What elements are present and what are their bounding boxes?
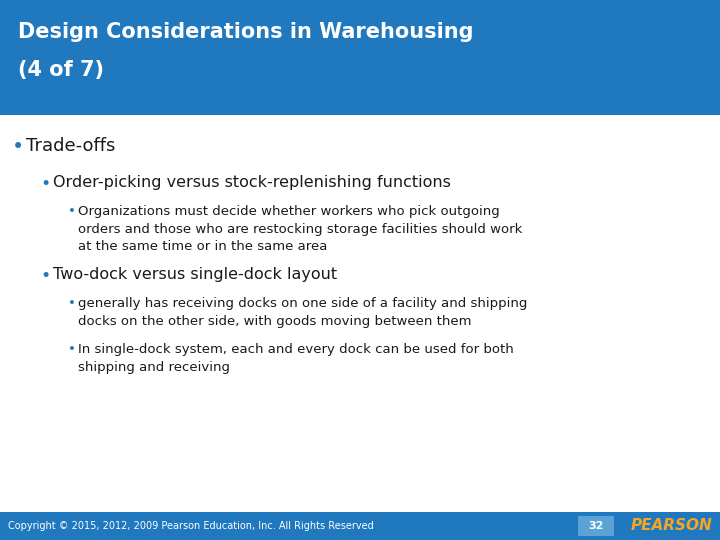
Bar — [578, 516, 614, 536]
Text: (4 of 7): (4 of 7) — [18, 60, 104, 80]
Text: •: • — [12, 137, 24, 157]
Text: •: • — [68, 343, 76, 356]
Text: PEARSON: PEARSON — [630, 518, 712, 534]
Text: Two-dock versus single-dock layout: Two-dock versus single-dock layout — [53, 267, 337, 282]
Text: •: • — [40, 175, 50, 193]
Text: Copyright © 2015, 2012, 2009 Pearson Education, Inc. All Rights Reserved: Copyright © 2015, 2012, 2009 Pearson Edu… — [8, 521, 374, 531]
Text: •: • — [68, 297, 76, 310]
Text: 32: 32 — [588, 521, 603, 531]
Text: Trade-offs: Trade-offs — [26, 137, 115, 155]
Bar — [0, 512, 720, 540]
Text: generally has receiving docks on one side of a facility and shipping
docks on th: generally has receiving docks on one sid… — [78, 297, 527, 327]
Text: •: • — [68, 205, 76, 218]
Text: In single-dock system, each and every dock can be used for both
shipping and rec: In single-dock system, each and every do… — [78, 343, 514, 374]
Text: Design Considerations in Warehousing: Design Considerations in Warehousing — [18, 22, 474, 42]
Text: Organizations must decide whether workers who pick outgoing
orders and those who: Organizations must decide whether worker… — [78, 205, 523, 253]
Bar — [0, 0, 720, 115]
Text: Order-picking versus stock-replenishing functions: Order-picking versus stock-replenishing … — [53, 175, 451, 190]
Text: •: • — [40, 267, 50, 285]
